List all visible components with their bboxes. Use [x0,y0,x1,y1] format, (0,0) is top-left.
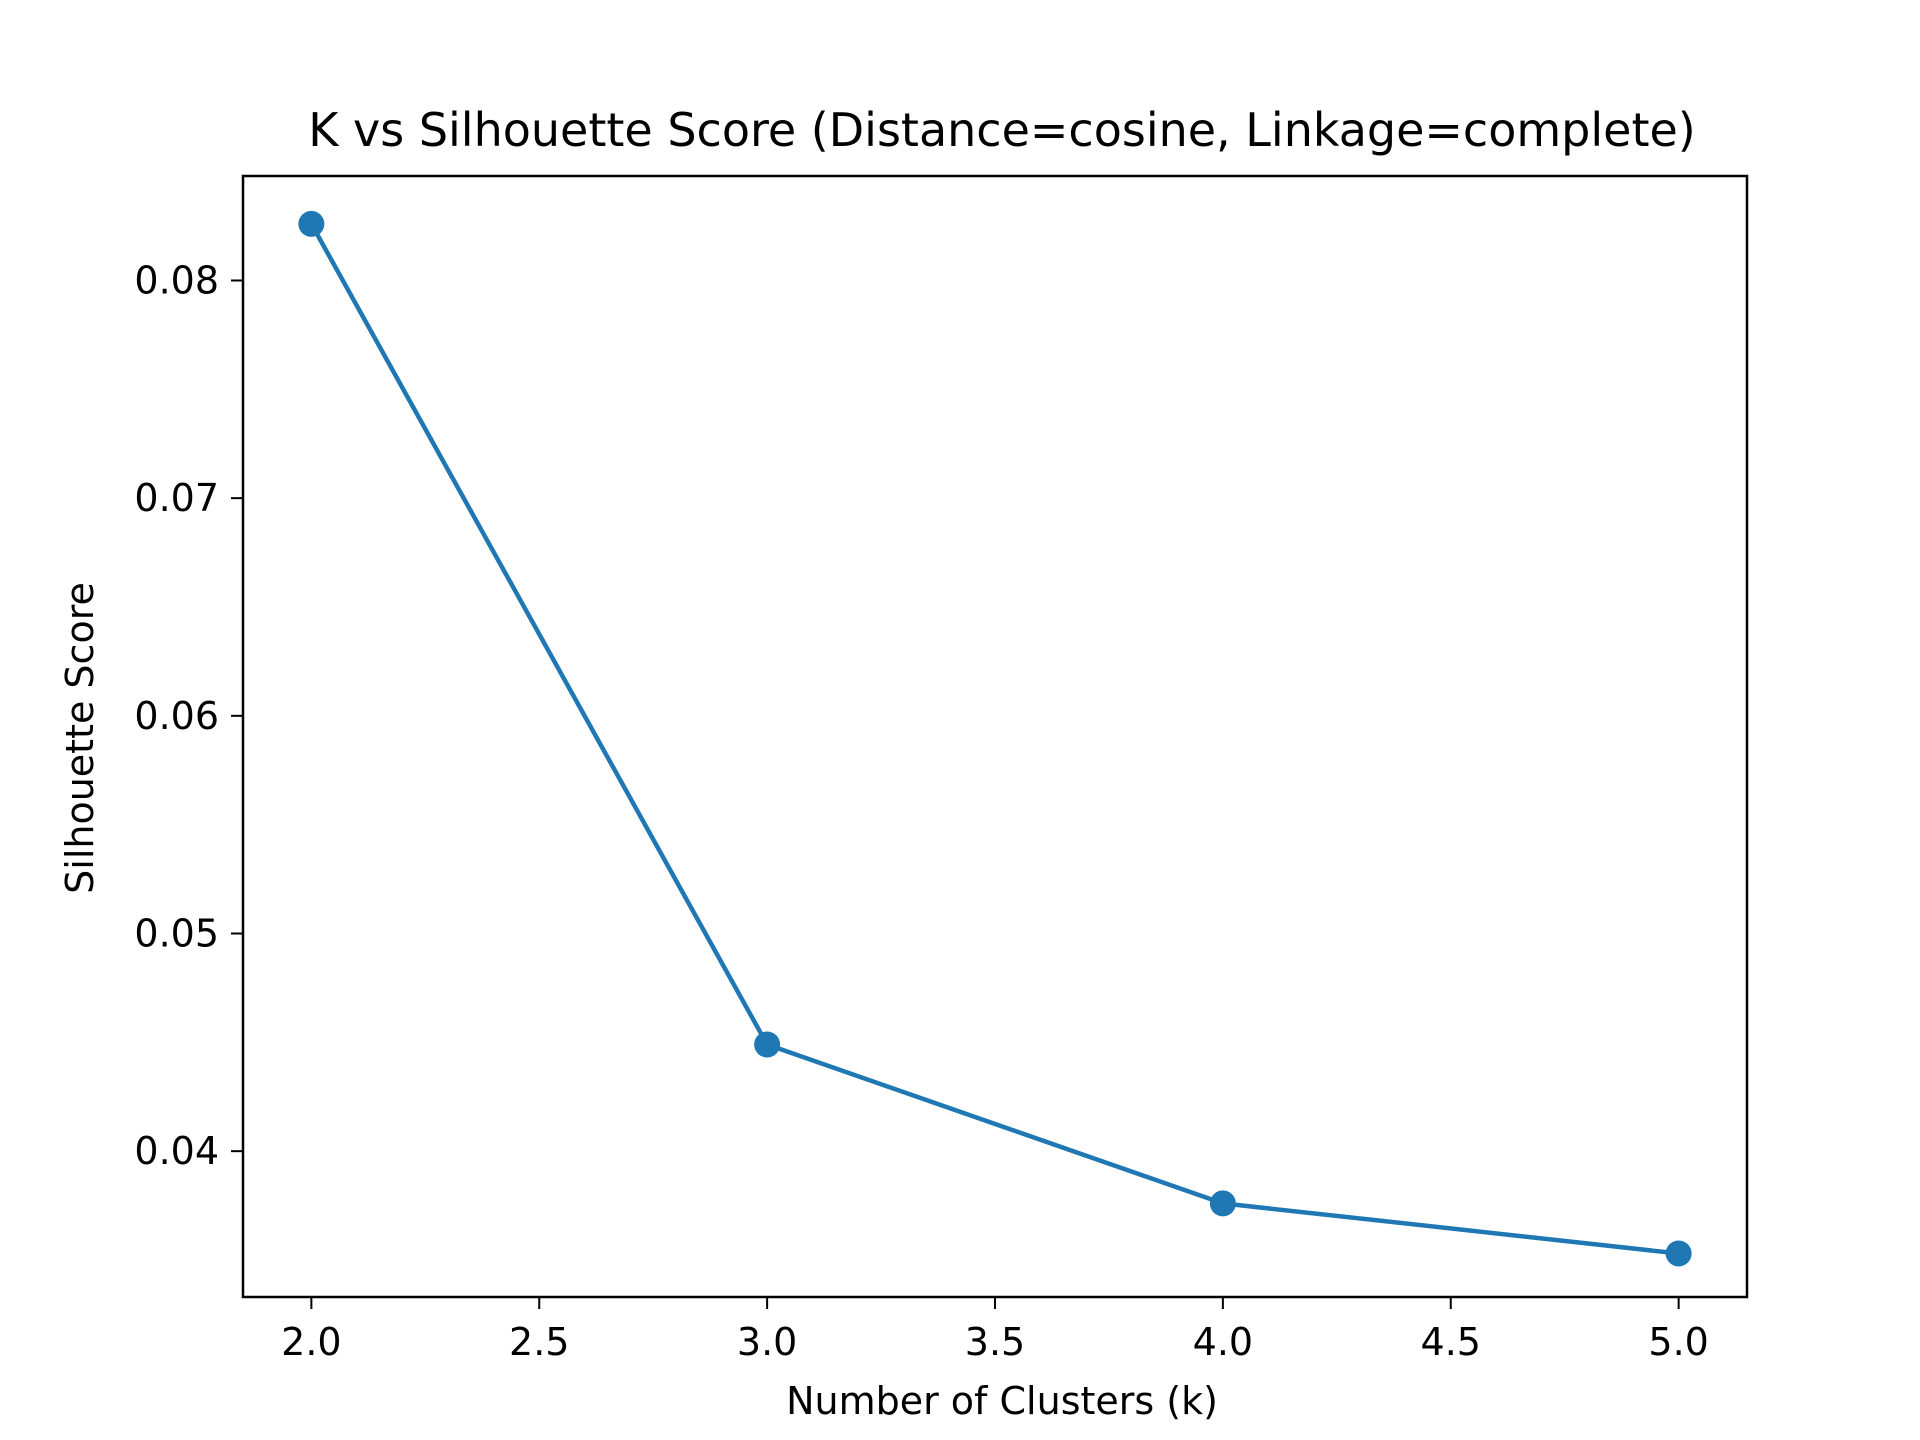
x-tick-label: 4.5 [1421,1320,1481,1364]
x-tick-label: 5.0 [1648,1320,1708,1364]
data-point [754,1031,781,1058]
y-tick-label: 0.06 [134,694,219,738]
x-tick-label: 3.0 [737,1320,797,1364]
data-point [1209,1190,1236,1217]
x-axis-ticks: 2.0 2.5 3.0 3.5 4.0 4.5 5.0 [281,1297,1709,1364]
y-tick-label: 0.05 [134,911,219,955]
x-axis-label: Number of Clusters (k) [786,1379,1218,1423]
y-axis-label: Silhouette Score [58,582,102,894]
chart-title: K vs Silhouette Score (Distance=cosine, … [308,103,1696,157]
y-axis-ticks: 0.04 0.05 0.06 0.07 0.08 [134,258,243,1173]
x-tick-label: 2.0 [281,1320,341,1364]
x-tick-label: 2.5 [509,1320,569,1364]
x-tick-label: 4.0 [1193,1320,1253,1364]
data-point [1665,1240,1692,1267]
y-tick-label: 0.04 [134,1129,219,1173]
series-layer [298,210,1692,1267]
series-line [309,222,1679,1256]
plot-area-frame [241,174,1749,1299]
data-point [298,210,325,237]
x-tick-label: 3.5 [965,1320,1025,1364]
y-tick-label: 0.08 [134,258,219,302]
y-tick-label: 0.07 [134,476,219,520]
